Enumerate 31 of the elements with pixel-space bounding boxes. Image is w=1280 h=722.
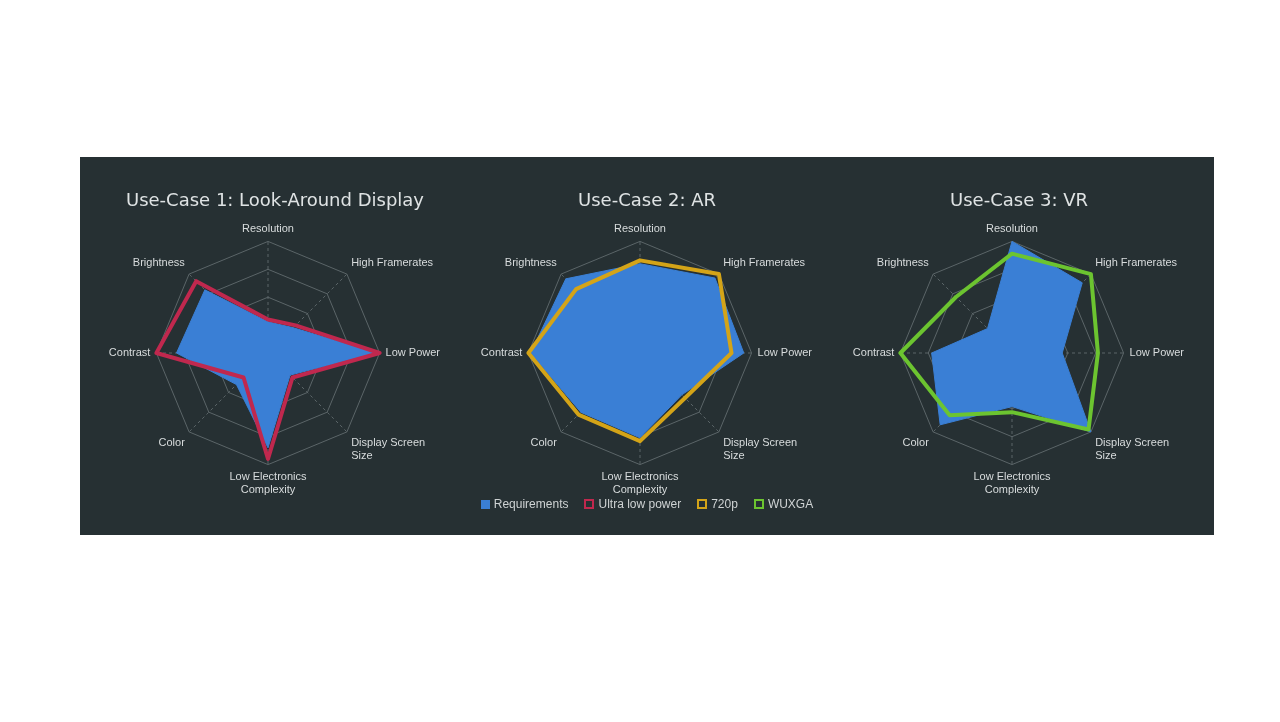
spoke-label: Low Electronics Complexity [229,470,308,496]
spoke-label: Color [902,435,930,448]
chart-title: Use-Case 1: Look-Around Display [125,189,425,211]
spoke-label: Low Power [385,346,441,359]
legend-label: Ultra low power [597,497,682,511]
chart-title: Use-Case 2: AR [578,189,716,211]
spoke-label: Low Power [1129,346,1185,359]
spoke-label: Contrast [852,346,895,359]
spoke-label: High Framerates [1095,256,1178,269]
spoke-label: Color [530,435,558,448]
spoke-label: High Framerates [723,256,806,269]
legend-label: WUXGA [766,497,814,511]
spoke-label: Color [158,435,186,448]
spoke-label: Resolution [242,221,294,234]
spoke-label: Low Electronics Complexity [973,470,1052,496]
spoke-label: Brightness [876,256,930,269]
spoke-label: Brightness [132,256,186,269]
spoke-label: Display Screen Size [1095,435,1170,461]
spoke-label: Brightness [504,256,558,269]
legend-label: Requirements [492,497,569,511]
spoke-label: Resolution [986,221,1038,234]
legend-label: 720p [710,497,738,511]
spoke-label: Low Electronics Complexity [601,470,680,496]
spoke-label: Display Screen Size [351,435,426,461]
spoke-label: Contrast [480,346,523,359]
spoke-label: Low Power [757,346,813,359]
spoke-label: High Framerates [351,256,434,269]
spoke-label: Contrast [108,346,151,359]
spoke-label: Display Screen Size [723,435,798,461]
spoke-label: Resolution [614,221,666,234]
chart-title: Use-Case 3: VR [950,189,1088,211]
